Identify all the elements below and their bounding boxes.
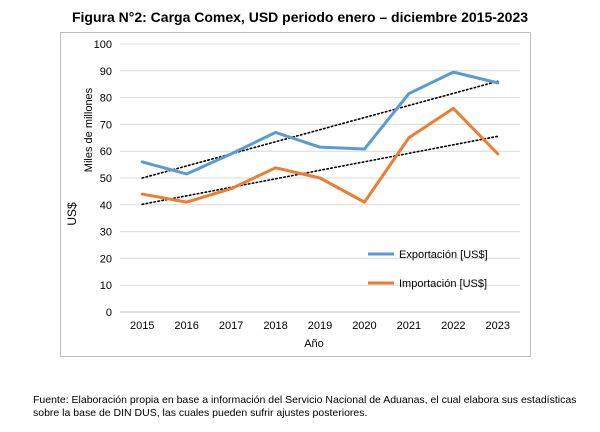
series-line bbox=[140, 70, 500, 176]
x-tick-label: 2016 bbox=[174, 320, 198, 332]
y-tick-label: 20 bbox=[100, 253, 112, 265]
y-tick-label: 100 bbox=[94, 39, 112, 51]
trendline bbox=[141, 80, 499, 179]
x-tick-label: 2020 bbox=[352, 320, 376, 332]
y-tick-label: 40 bbox=[100, 200, 112, 212]
x-tick-label: 2021 bbox=[397, 320, 421, 332]
y-tick-label: 30 bbox=[100, 227, 112, 239]
y-tick-label: 10 bbox=[100, 280, 112, 292]
trendline bbox=[141, 135, 499, 206]
legend: Exportación [US$] Importación [US$] bbox=[368, 249, 488, 290]
series-line bbox=[140, 106, 500, 204]
x-tick-label: 2022 bbox=[441, 320, 465, 332]
y-tick-label: 60 bbox=[100, 146, 112, 158]
x-axis-title: Año bbox=[304, 338, 324, 350]
y-tick-label: 80 bbox=[100, 93, 112, 105]
x-tick-label: 2019 bbox=[308, 320, 332, 332]
x-tick-label: 2017 bbox=[219, 320, 243, 332]
chart-frame: 0 10 20 30 40 50 60 70 80 90 100 2015 2016 2017 2018 20… bbox=[60, 32, 531, 357]
trendlines bbox=[141, 80, 499, 206]
source-note: Fuente: Elaboración propia en base a inf… bbox=[33, 394, 577, 419]
y-tick-label: 90 bbox=[100, 66, 112, 78]
line-chart: 0 10 20 30 40 50 60 70 80 90 100 2015 2016 2017 2018 20… bbox=[60, 32, 531, 357]
y-tick-label: 70 bbox=[100, 119, 112, 131]
x-tick-label: 2015 bbox=[130, 320, 154, 332]
legend-label: Exportación [US$] bbox=[399, 249, 488, 261]
y-tick-label: 50 bbox=[100, 173, 112, 185]
x-tick-label: 2023 bbox=[486, 320, 510, 332]
y-tick-label: 0 bbox=[106, 307, 112, 319]
y-axis-title-outer: US$ bbox=[65, 202, 79, 226]
series-lines bbox=[140, 70, 500, 204]
legend-label: Importación [US$] bbox=[399, 278, 487, 290]
y-axis-title-inner: Miles de millones bbox=[83, 87, 95, 172]
figure-title: Figura N°2: Carga Comex, USD periodo ene… bbox=[71, 9, 529, 25]
chart-border bbox=[60, 32, 531, 357]
x-tick-label: 2018 bbox=[263, 320, 287, 332]
axes: 0 10 20 30 40 50 60 70 80 90 100 2015 2016 2017 2018 20… bbox=[94, 39, 520, 332]
